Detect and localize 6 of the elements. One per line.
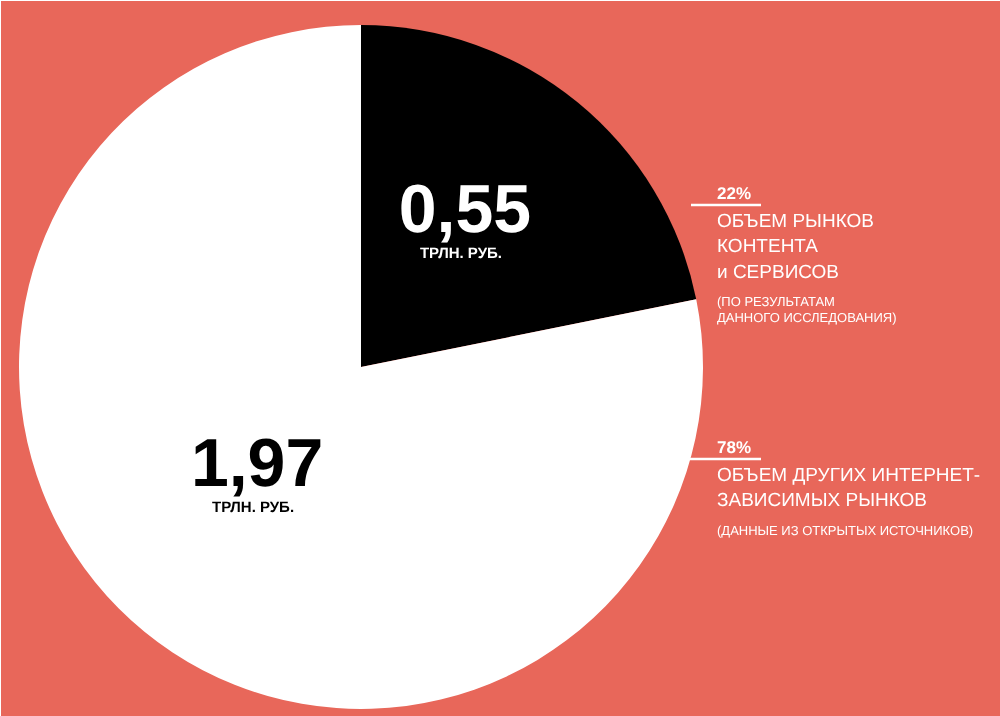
data-label: 0,55 bbox=[398, 171, 532, 248]
slice-label: ОБЪЕМ РЫНКОВ КОНТЕНТА и СЕРВИСОВ bbox=[717, 211, 874, 284]
text: 78% bbox=[717, 437, 752, 457]
data-label: 1,97 bbox=[190, 426, 324, 503]
slice-label: ОБЪЕМ ДРУГИХ ИНТЕРНЕТ- ЗАВИСИМЫХ РЫНКОВ bbox=[717, 465, 981, 513]
text: 22% bbox=[717, 183, 752, 203]
